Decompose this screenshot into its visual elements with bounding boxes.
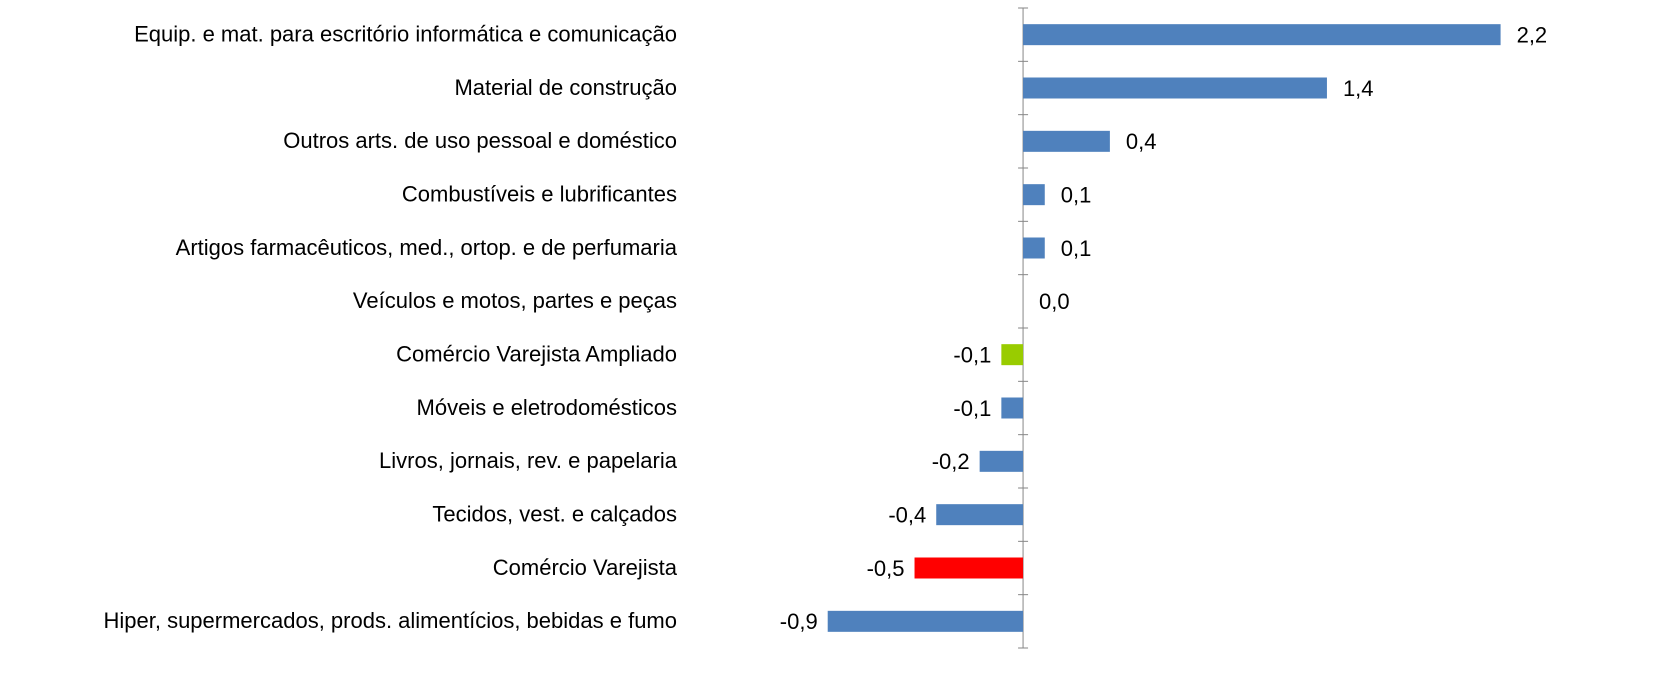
category-label: Artigos farmacêuticos, med., ortop. e de… <box>176 235 678 260</box>
bar <box>1023 24 1501 46</box>
bar <box>1023 77 1327 99</box>
bar <box>1001 344 1024 366</box>
category-label: Hiper, supermercados, prods. alimentício… <box>103 608 677 633</box>
bar <box>914 557 1024 579</box>
bar <box>936 504 1024 526</box>
category-label: Móveis e eletrodomésticos <box>417 395 677 420</box>
category-label: Tecidos, vest. e calçados <box>432 501 677 526</box>
data-label: -0,4 <box>888 502 926 527</box>
bar <box>827 610 1024 632</box>
category-label: Material de construção <box>454 75 677 100</box>
category-label: Combustíveis e lubrificantes <box>402 181 677 206</box>
category-label: Outros arts. de uso pessoal e doméstico <box>283 128 677 153</box>
data-label: 1,4 <box>1343 76 1374 101</box>
bar <box>1023 184 1045 206</box>
data-label: -0,9 <box>780 609 818 634</box>
data-label: 0,0 <box>1039 289 1070 314</box>
data-label: -0,1 <box>953 342 991 367</box>
data-label: 0,1 <box>1061 236 1092 261</box>
bar <box>979 450 1024 472</box>
data-label: 0,4 <box>1126 129 1157 154</box>
category-label: Livros, jornais, rev. e papelaria <box>379 448 678 473</box>
bar <box>1001 397 1024 419</box>
data-label: -0,1 <box>953 396 991 421</box>
category-label: Equip. e mat. para escritório informátic… <box>134 21 677 46</box>
data-label: -0,2 <box>932 449 970 474</box>
bar <box>1023 237 1045 259</box>
data-label: 0,1 <box>1061 182 1092 207</box>
bar <box>1023 130 1110 152</box>
data-label: 2,2 <box>1517 22 1548 47</box>
category-label: Veículos e motos, partes e peças <box>353 288 677 313</box>
category-label: Comércio Varejista Ampliado <box>396 341 677 366</box>
category-label: Comércio Varejista <box>493 555 678 580</box>
data-label: -0,5 <box>867 556 905 581</box>
